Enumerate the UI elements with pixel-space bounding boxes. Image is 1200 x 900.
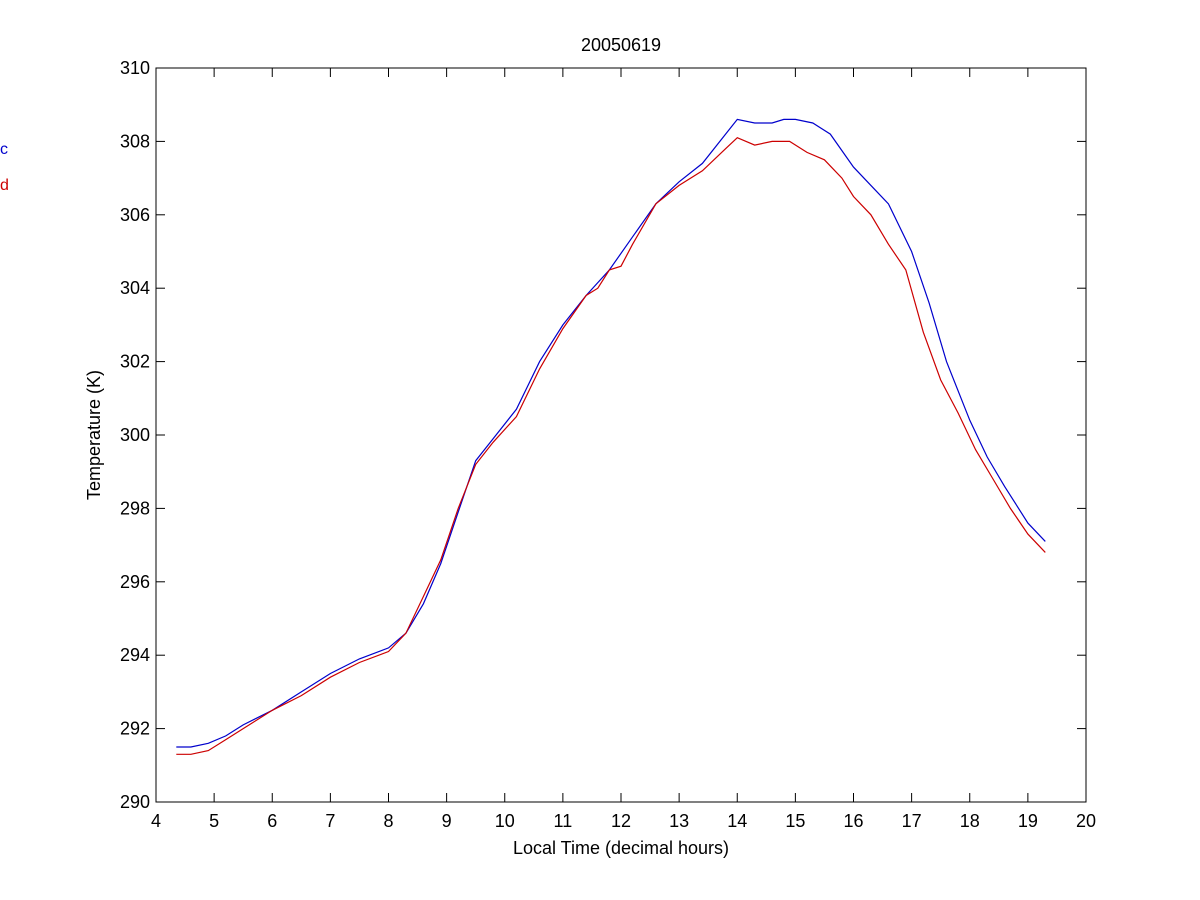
y-tick-label: 300: [120, 425, 150, 445]
y-tick-label: 302: [120, 352, 150, 372]
chart-title: 20050619: [581, 35, 661, 55]
y-tick-label: 296: [120, 572, 150, 592]
y-tick-label: 290: [120, 792, 150, 812]
x-tick-label: 5: [209, 811, 219, 831]
x-axis-label: Local Time (decimal hours): [513, 838, 729, 858]
y-tick-label: 298: [120, 498, 150, 518]
series-line-c: [176, 118, 1046, 748]
x-tick-label: 12: [611, 811, 631, 831]
y-tick-label: 308: [120, 131, 150, 151]
x-tick-label: 17: [902, 811, 922, 831]
x-tick-label: 10: [495, 811, 515, 831]
legend-entry-c: c: [0, 141, 8, 158]
x-tick-label: 7: [325, 811, 335, 831]
x-tick-label: 19: [1018, 811, 1038, 831]
x-tick-label: 4: [151, 811, 161, 831]
y-tick-label: 306: [120, 205, 150, 225]
x-tick-label: 8: [383, 811, 393, 831]
legend-entry-d: d: [0, 177, 9, 194]
x-tick-label: 16: [843, 811, 863, 831]
x-tick-label: 18: [960, 811, 980, 831]
x-tick-label: 13: [669, 811, 689, 831]
x-tick-label: 14: [727, 811, 747, 831]
x-tick-label: 15: [785, 811, 805, 831]
x-tick-label: 9: [442, 811, 452, 831]
x-tick-label: 20: [1076, 811, 1096, 831]
series-layer: [176, 118, 1046, 755]
y-axis-label: Temperature (K): [84, 370, 104, 500]
y-tick-label: 310: [120, 58, 150, 78]
legend: cd: [0, 141, 9, 194]
series-line-d: [176, 136, 1046, 755]
y-tick-label: 292: [120, 719, 150, 739]
y-tick-label: 304: [120, 278, 150, 298]
x-tick-label: 11: [554, 811, 573, 831]
y-tick-label: 294: [120, 645, 150, 665]
axes-layer: 4 5 6 7 8 9 10 11 12 13 14 15 16 17 18 19 20 290 292 294 296…: [120, 58, 1096, 831]
x-tick-label: 6: [267, 811, 277, 831]
